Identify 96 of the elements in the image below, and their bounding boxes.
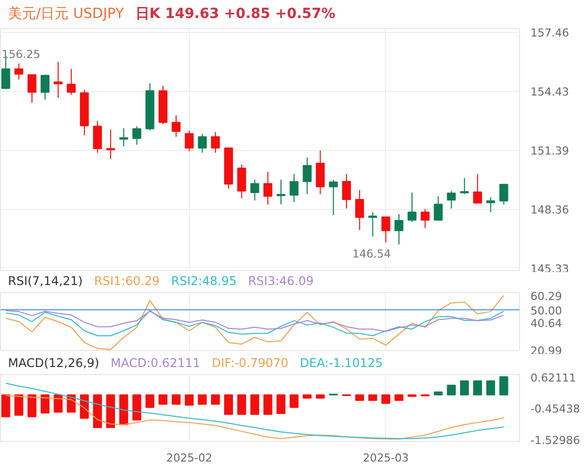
bar bbox=[28, 394, 36, 418]
candlestick bbox=[14, 62, 24, 80]
bar bbox=[80, 394, 89, 419]
candlestick bbox=[184, 130, 194, 152]
candlestick bbox=[28, 74, 36, 104]
chart-title: RSI(7,14,21) bbox=[8, 274, 83, 288]
y-tick-label: 151.39 bbox=[530, 144, 569, 158]
y-tick-label: 0.62111 bbox=[530, 372, 576, 384]
x-tick-label: 2025-02 bbox=[166, 452, 212, 464]
y-tick-label: -1.52986 bbox=[530, 434, 580, 447]
bar bbox=[250, 394, 260, 415]
bar bbox=[263, 394, 272, 415]
candlestick bbox=[460, 178, 469, 195]
chart-subtitle: 日K 149.63 +0.85 +0.57% bbox=[135, 6, 336, 22]
bar bbox=[14, 394, 24, 416]
ref-line-label: 50.00 bbox=[530, 304, 562, 318]
candlestick bbox=[486, 196, 496, 213]
candlestick bbox=[316, 150, 325, 195]
bar bbox=[302, 394, 312, 399]
candlestick bbox=[368, 212, 378, 237]
candlestick bbox=[420, 208, 430, 229]
bar bbox=[93, 394, 102, 428]
candlestick bbox=[499, 184, 508, 206]
bar bbox=[394, 394, 404, 401]
x-tick-label: 2025-03 bbox=[362, 452, 409, 464]
bar bbox=[499, 376, 508, 396]
candlestick bbox=[172, 114, 181, 138]
candlestick bbox=[263, 171, 272, 206]
text: DIF:-0.79070 bbox=[212, 356, 288, 370]
text: RSI2:48.95 bbox=[171, 274, 237, 288]
y-tick-label: 40.64 bbox=[530, 317, 562, 330]
bar bbox=[237, 394, 246, 415]
candlestick bbox=[119, 128, 128, 147]
candlestick bbox=[355, 190, 364, 231]
bar bbox=[316, 394, 325, 399]
candlestick bbox=[473, 174, 482, 204]
annotation: 146.54 bbox=[352, 247, 391, 260]
candlestick bbox=[250, 179, 260, 202]
y-tick-label: 60.29 bbox=[530, 290, 562, 304]
line-series bbox=[5, 295, 504, 350]
bar bbox=[184, 394, 194, 406]
bar bbox=[355, 394, 364, 401]
annotation: 156.25 bbox=[2, 48, 40, 62]
candlestick bbox=[381, 216, 390, 244]
bar bbox=[290, 394, 299, 408]
y-tick-label: 148.36 bbox=[530, 204, 569, 217]
text: DEA:-1.10125 bbox=[300, 356, 383, 370]
candlestick bbox=[328, 179, 338, 216]
bar bbox=[40, 394, 50, 414]
candlestick bbox=[276, 179, 286, 205]
y-tick-label: 157.46 bbox=[530, 26, 569, 40]
bar bbox=[172, 394, 181, 405]
text: MACD:0.62111 bbox=[110, 356, 200, 370]
candlestick bbox=[237, 164, 246, 199]
bar bbox=[446, 384, 456, 396]
bar bbox=[158, 394, 168, 405]
chart-title: 美元/日元 USDJPY bbox=[8, 6, 124, 22]
bar bbox=[486, 380, 496, 396]
candlestick bbox=[66, 68, 76, 96]
candlestick bbox=[106, 129, 116, 160]
text: RSI3:46.09 bbox=[248, 274, 314, 288]
chart-title: MACD(12,26,9) bbox=[8, 356, 100, 370]
line-series bbox=[5, 310, 504, 332]
line-series bbox=[5, 310, 504, 336]
candlestick bbox=[132, 126, 142, 146]
bar bbox=[106, 394, 116, 428]
candlestick bbox=[290, 174, 299, 203]
bar bbox=[54, 394, 63, 413]
bar bbox=[460, 380, 469, 396]
candlestick bbox=[40, 74, 50, 100]
bar bbox=[381, 394, 390, 404]
bar bbox=[211, 394, 220, 405]
bar bbox=[145, 394, 154, 408]
candlestick bbox=[446, 190, 456, 209]
bar bbox=[224, 394, 233, 415]
candlestick bbox=[408, 192, 416, 222]
candlestick bbox=[434, 196, 443, 221]
candlestick bbox=[394, 214, 404, 245]
y-tick-label: 154.43 bbox=[530, 86, 569, 99]
candlestick bbox=[198, 133, 207, 154]
bar bbox=[1, 394, 10, 418]
line-series bbox=[5, 394, 504, 440]
candlestick bbox=[342, 174, 351, 209]
bar bbox=[198, 394, 207, 405]
candlestick bbox=[211, 132, 220, 154]
bar bbox=[132, 394, 142, 420]
line-series bbox=[5, 382, 504, 440]
bar bbox=[434, 391, 443, 396]
bar bbox=[368, 394, 378, 401]
bar bbox=[473, 380, 482, 396]
candlestick bbox=[54, 61, 63, 98]
bar bbox=[276, 394, 286, 414]
candlestick bbox=[93, 120, 102, 154]
y-tick-label: -0.45438 bbox=[530, 402, 580, 416]
series-label: RSI1:60.29 bbox=[94, 274, 160, 288]
candlestick bbox=[302, 157, 312, 195]
